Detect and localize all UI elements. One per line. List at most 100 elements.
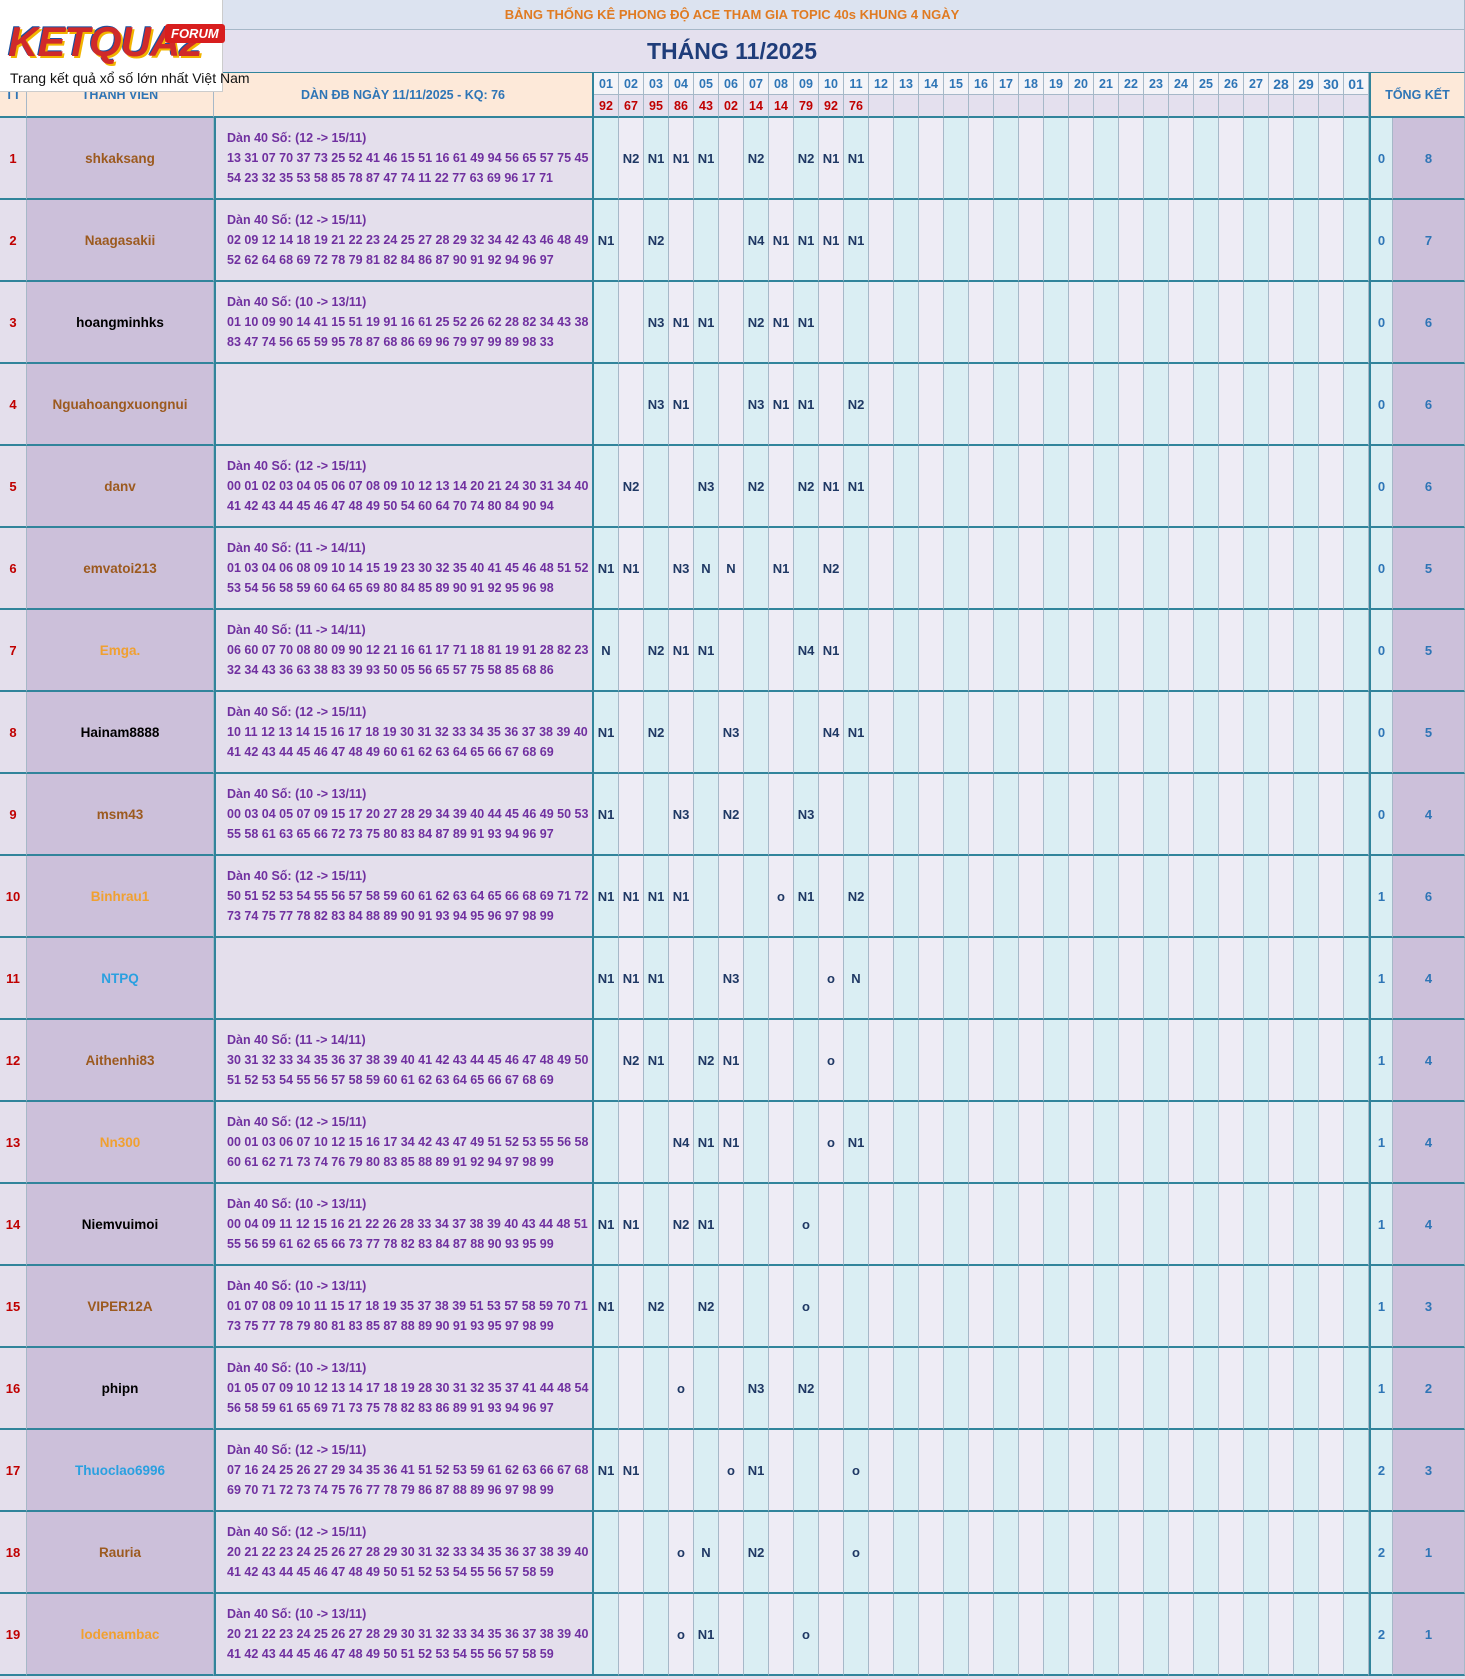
result [919, 95, 944, 118]
mark-cell: N2 [744, 282, 769, 364]
mark-cell [869, 1102, 894, 1184]
mark-cell [944, 774, 969, 856]
mark-cell: N2 [619, 1020, 644, 1102]
dan-line: 20 21 22 23 24 25 26 27 28 29 30 31 32 3… [227, 1545, 589, 1559]
mark-cell [994, 1102, 1019, 1184]
mark-cell [1344, 364, 1369, 446]
mark-cell [1069, 446, 1094, 528]
mark-cell [944, 200, 969, 282]
dan-lines: Dàn 40 Số: (10 -> 13/11) 20 21 22 23 24 2… [227, 1604, 588, 1664]
mark-cell [1269, 282, 1294, 364]
mark-cell [869, 1020, 894, 1102]
mark-cell [1094, 1512, 1119, 1594]
member-name: NTPQ [27, 938, 214, 1020]
mark-cell [719, 282, 744, 364]
mark-cell [1144, 774, 1169, 856]
mark-cell [1169, 200, 1194, 282]
mark-cell [969, 528, 994, 610]
member-dan: Dàn 40 Số: (10 -> 13/11) 20 21 22 23 24 2… [214, 1594, 594, 1676]
row-number: 11 [0, 938, 27, 1020]
mark-cell [1094, 856, 1119, 938]
mark-cell [869, 1512, 894, 1594]
mark-cell: N1 [769, 528, 794, 610]
mark-cell [644, 1594, 669, 1676]
day-header: 22 [1119, 73, 1144, 95]
mark-cell [794, 528, 819, 610]
mark-cell [1169, 446, 1194, 528]
row-number: 6 [0, 528, 27, 610]
mark-cell: N1 [644, 1020, 669, 1102]
mark-cell [1319, 282, 1344, 364]
row-number: 19 [0, 1594, 27, 1676]
mark-cell [769, 610, 794, 692]
mark-cell [894, 1348, 919, 1430]
mark-cell [1219, 282, 1244, 364]
dan-line: 01 10 09 90 14 41 15 51 19 91 16 61 25 5… [227, 315, 589, 329]
mark-cell [994, 610, 1019, 692]
row-number: 7 [0, 610, 27, 692]
mark-cell [819, 364, 844, 446]
mark-cell [894, 610, 919, 692]
mark-cell [1119, 1266, 1144, 1348]
mark-cell [1244, 692, 1269, 774]
mark-cell [994, 856, 1019, 938]
mark-cell: o [669, 1512, 694, 1594]
mark-cell [1069, 1102, 1094, 1184]
mark-cell [1194, 364, 1219, 446]
mark-cell: N1 [594, 774, 619, 856]
mark-cell [594, 118, 619, 200]
mark-cell: N1 [619, 938, 644, 1020]
mark-cell [1269, 1594, 1294, 1676]
mark-cell [919, 364, 944, 446]
month-title: THÁNG 11/2025 [0, 30, 1465, 73]
dan-line: 73 75 77 78 79 80 81 83 85 87 88 89 90 9… [227, 1319, 554, 1333]
mark-cell: N3 [744, 364, 769, 446]
row-number: 4 [0, 364, 27, 446]
mark-cell [894, 1430, 919, 1512]
mark-cell [1219, 1594, 1244, 1676]
mark-cell [1094, 1184, 1119, 1266]
mark-cell [1144, 1594, 1169, 1676]
mark-cell: N1 [844, 692, 869, 774]
member-name: emvatoi213 [27, 528, 214, 610]
mark-cell [1344, 938, 1369, 1020]
mark-cell [694, 1348, 719, 1430]
mark-cell [1019, 1184, 1044, 1266]
mark-cell [644, 528, 669, 610]
dan-line: 07 16 24 25 26 27 29 34 35 36 41 51 52 5… [227, 1463, 589, 1477]
mark-cell [1069, 938, 1094, 1020]
result: 92 [594, 95, 619, 118]
total-count: 4 [1393, 938, 1465, 1020]
mark-cell [619, 282, 644, 364]
mark-cell: N1 [694, 1594, 719, 1676]
mark-cell [719, 446, 744, 528]
mark-cell [719, 1512, 744, 1594]
member-name: VIPER12A [27, 1266, 214, 1348]
day-header: 20 [1069, 73, 1094, 95]
mark-cell [1319, 200, 1344, 282]
mark-cell: N [844, 938, 869, 1020]
mark-cell [1219, 528, 1244, 610]
member-dan: Dàn 40 Số: (12 -> 15/11) 13 31 07 70 37 7… [214, 118, 594, 200]
dan-line: 41 42 43 44 45 46 47 48 49 50 51 52 53 5… [227, 1565, 554, 1579]
dan-line: 56 58 59 61 65 69 71 73 75 78 82 83 86 8… [227, 1401, 554, 1415]
mark-cell: N2 [744, 118, 769, 200]
mark-cell [969, 1430, 994, 1512]
row-number: 10 [0, 856, 27, 938]
mark-cell [844, 1348, 869, 1430]
mark-cell [694, 774, 719, 856]
mark-cell [1094, 938, 1119, 1020]
result [1269, 95, 1294, 118]
total-count: 4 [1393, 1020, 1465, 1102]
mark-cell [1344, 1512, 1369, 1594]
mark-cell: o [819, 1020, 844, 1102]
member-name: lodenambac [27, 1594, 214, 1676]
mark-cell [1094, 118, 1119, 200]
mark-cell [1044, 528, 1069, 610]
mark-cell [594, 282, 619, 364]
mark-cell [969, 1266, 994, 1348]
mark-cell: N2 [794, 1348, 819, 1430]
mark-cell [744, 938, 769, 1020]
dan-line: 01 05 07 09 10 12 13 14 17 18 19 28 30 3… [227, 1381, 589, 1395]
mark-cell: N1 [669, 118, 694, 200]
